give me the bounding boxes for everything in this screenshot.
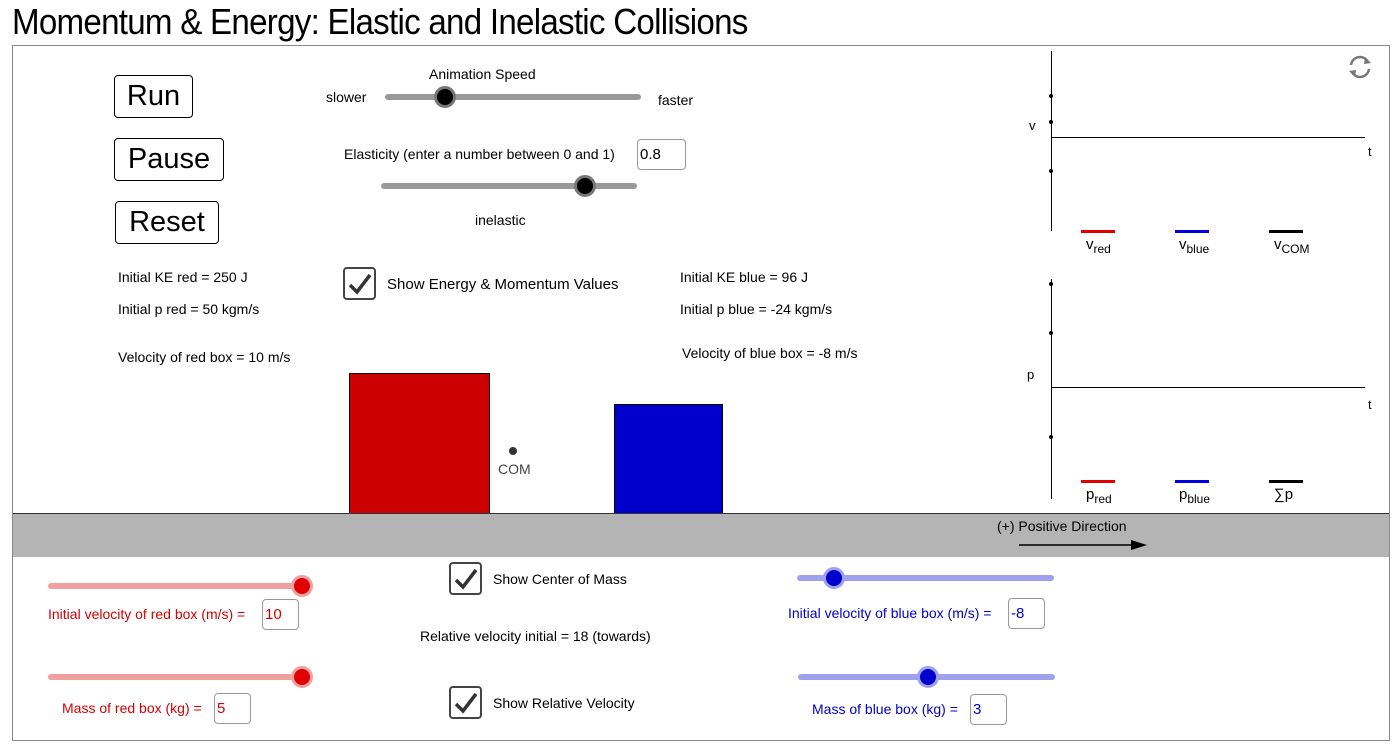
blue-velocity-input[interactable] [1008,598,1045,629]
velocity-graph-tick [1049,120,1053,124]
legend-p-blue-label: pblue [1179,486,1211,506]
legend-sum-p-line [1269,480,1303,483]
red-velocity-text: Velocity of red box = 10 m/s [118,349,291,365]
slower-label: slower [326,89,367,105]
show-energy-checkbox[interactable] [343,267,376,300]
legend-p-red-label: pred [1086,486,1112,506]
ground [13,513,1389,557]
momentum-graph-y-label: p [1027,367,1035,382]
red-mass-knob[interactable] [291,666,313,688]
blue-box[interactable] [614,404,723,514]
animation-speed-slider[interactable] [385,94,641,100]
animation-speed-knob[interactable] [434,86,456,108]
red-box[interactable] [349,373,490,514]
velocity-graph-tick [1049,94,1053,98]
red-mass-slider[interactable] [48,674,302,680]
elasticity-caption: inelastic [475,212,526,228]
legend-v-red-line [1081,230,1115,233]
velocity-graph-x-axis [1051,137,1365,138]
momentum-graph-x-label: t [1368,397,1372,412]
velocity-graph-tick [1049,169,1053,173]
legend-v-com-label: vCOM [1274,236,1310,256]
blue-mass-input[interactable] [970,694,1007,725]
pause-button[interactable]: Pause [114,138,224,181]
blue-velocity-slider[interactable] [797,575,1054,581]
blue-ke-text: Initial KE blue = 96 J [680,269,809,285]
positive-direction-label: (+) Positive Direction [997,518,1127,534]
blue-mass-label: Mass of blue box (kg) = [812,701,958,717]
relative-velocity-text: Relative velocity initial = 18 (towards) [420,628,651,644]
momentum-graph-tick [1049,282,1053,286]
show-relative-velocity-label: Show Relative Velocity [493,695,635,711]
red-p-text: Initial p red = 50 kgm/s [118,301,260,317]
legend-v-com-line [1269,230,1303,233]
show-relative-velocity-checkbox[interactable] [449,686,482,719]
legend-p-red-line [1081,480,1115,483]
red-velocity-label: Initial velocity of red box (m/s) = [48,606,246,622]
velocity-graph-y-axis [1051,51,1052,231]
red-velocity-input[interactable] [262,599,299,630]
positive-direction-arrow [1019,540,1147,550]
momentum-graph-tick [1049,331,1053,335]
checkmark-icon [348,273,372,295]
page-title: Momentum & Energy: Elastic and Inelastic… [12,1,748,42]
show-com-label: Show Center of Mass [493,571,627,587]
blue-p-text: Initial p blue = -24 kgm/s [680,301,833,317]
red-velocity-knob[interactable] [291,575,313,597]
momentum-graph-tick [1049,435,1053,439]
checkmark-icon [454,568,478,590]
faster-label: faster [658,92,694,108]
show-com-checkbox[interactable] [449,562,482,595]
blue-mass-knob[interactable] [917,666,939,688]
momentum-graph-y-axis [1051,279,1052,499]
red-ke-text: Initial KE red = 250 J [118,269,248,285]
blue-velocity-knob[interactable] [823,567,845,589]
simulation-applet: Run Pause Reset Animation Speed slower f… [12,45,1390,741]
velocity-graph-y-label: v [1029,118,1036,133]
elasticity-knob[interactable] [574,175,596,197]
legend-v-blue-line [1175,230,1209,233]
red-mass-label: Mass of red box (kg) = [62,700,202,716]
legend-v-blue-label: vblue [1179,236,1210,256]
momentum-graph-x-axis [1051,387,1365,388]
elasticity-slider[interactable] [381,183,637,189]
blue-velocity-text: Velocity of blue box = -8 m/s [682,345,858,361]
animation-speed-title: Animation Speed [429,66,536,82]
legend-p-blue-line [1175,480,1209,483]
legend-v-red-label: vred [1086,236,1111,256]
elasticity-label: Elasticity (enter a number between 0 and… [344,146,615,162]
legend-sum-p-label: ∑p [1274,486,1294,503]
red-mass-input[interactable] [214,693,251,724]
checkmark-icon [454,692,478,714]
reset-button[interactable]: Reset [115,201,219,244]
blue-velocity-label: Initial velocity of blue box (m/s) = [788,605,992,621]
elasticity-input[interactable] [637,139,686,170]
com-label: COM [498,461,531,477]
red-velocity-slider[interactable] [48,583,302,589]
center-of-mass-point [509,447,517,455]
show-energy-label: Show Energy & Momentum Values [387,276,619,293]
velocity-graph-x-label: t [1368,144,1372,159]
run-button[interactable]: Run [114,75,193,118]
refresh-icon[interactable] [1346,53,1374,81]
